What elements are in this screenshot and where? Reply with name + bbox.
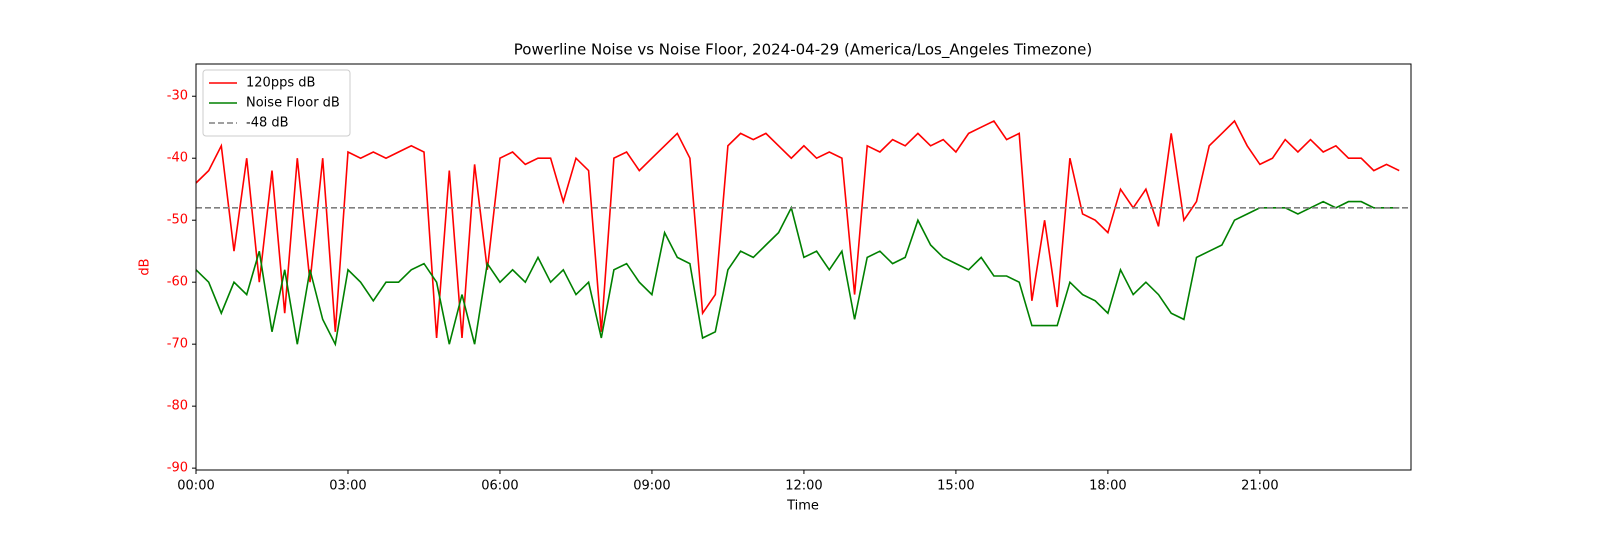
line-series — [195, 119, 1400, 339]
x-tick-label: 21:00 — [1241, 479, 1278, 494]
legend-label: Noise Floor dB — [246, 96, 340, 111]
x-tick-label: 18:00 — [1089, 479, 1126, 494]
x-tick-label: 06:00 — [481, 479, 518, 494]
y-tick-label: -40 — [167, 151, 188, 166]
legend-label: 120pps dB — [246, 76, 315, 91]
chart-title: Powerline Noise vs Noise Floor, 2024-04-… — [514, 41, 1092, 60]
y-tick-label: -70 — [167, 337, 188, 352]
y-tick-label: -60 — [167, 275, 188, 290]
legend-label: -48 dB — [246, 116, 289, 131]
x-tick-label: 09:00 — [633, 479, 670, 494]
x-tick-label: 00:00 — [177, 479, 214, 494]
legend-box — [202, 69, 351, 137]
plot-frame — [195, 63, 1412, 471]
y-tick-label: -50 — [167, 213, 188, 228]
y-tick-label: -30 — [167, 89, 188, 104]
x-tick-label: 15:00 — [937, 479, 974, 494]
x-axis-label: Time — [786, 499, 819, 514]
x-tick-label: 12:00 — [785, 479, 822, 494]
y-tick-label: -80 — [167, 399, 188, 414]
y-tick-label: -90 — [167, 461, 188, 476]
y-axis-label: dB — [138, 258, 153, 275]
x-tick-label: 03:00 — [329, 479, 366, 494]
line-series — [195, 200, 1400, 347]
